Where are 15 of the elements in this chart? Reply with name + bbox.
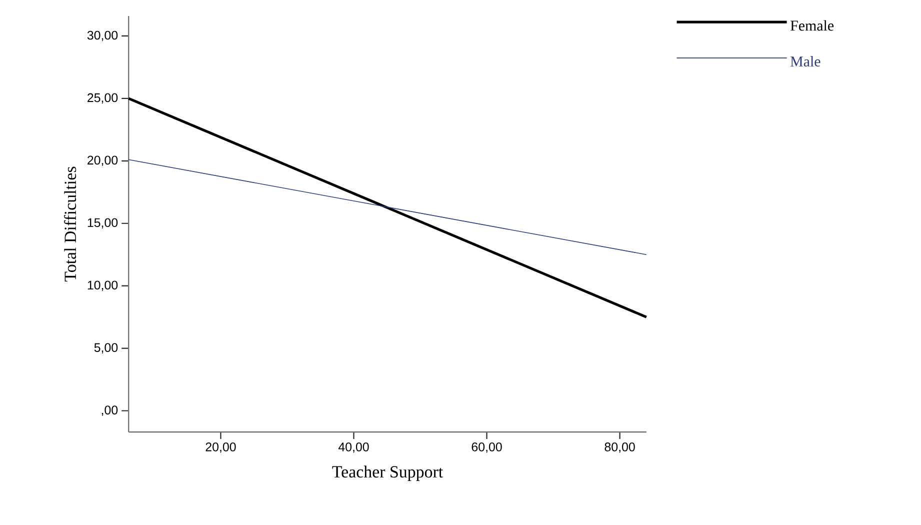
x-tick-label: 20,00 (206, 442, 236, 453)
x-tick-label: 80,00 (604, 442, 635, 453)
y-tick-label: 15,00 (88, 218, 118, 229)
text: Female (790, 20, 834, 31)
y-tick-label: 5,00 (94, 343, 118, 354)
y-tick-label: 30,00 (87, 30, 118, 42)
y-tick-label: 25,00 (88, 93, 118, 104)
x-axis-title: Teacher Support (332, 466, 444, 482)
y-tick-label: 20,00 (88, 156, 118, 166)
x-tick-label: 40,00 (338, 442, 369, 453)
y-tick-label: ,00 (102, 406, 118, 416)
y-axis-title: Total Difficulties (64, 166, 76, 282)
text: Male (790, 56, 820, 67)
y-tick-label: 10,00 (88, 280, 118, 291)
x-tick-label: 60,00 (472, 442, 502, 453)
